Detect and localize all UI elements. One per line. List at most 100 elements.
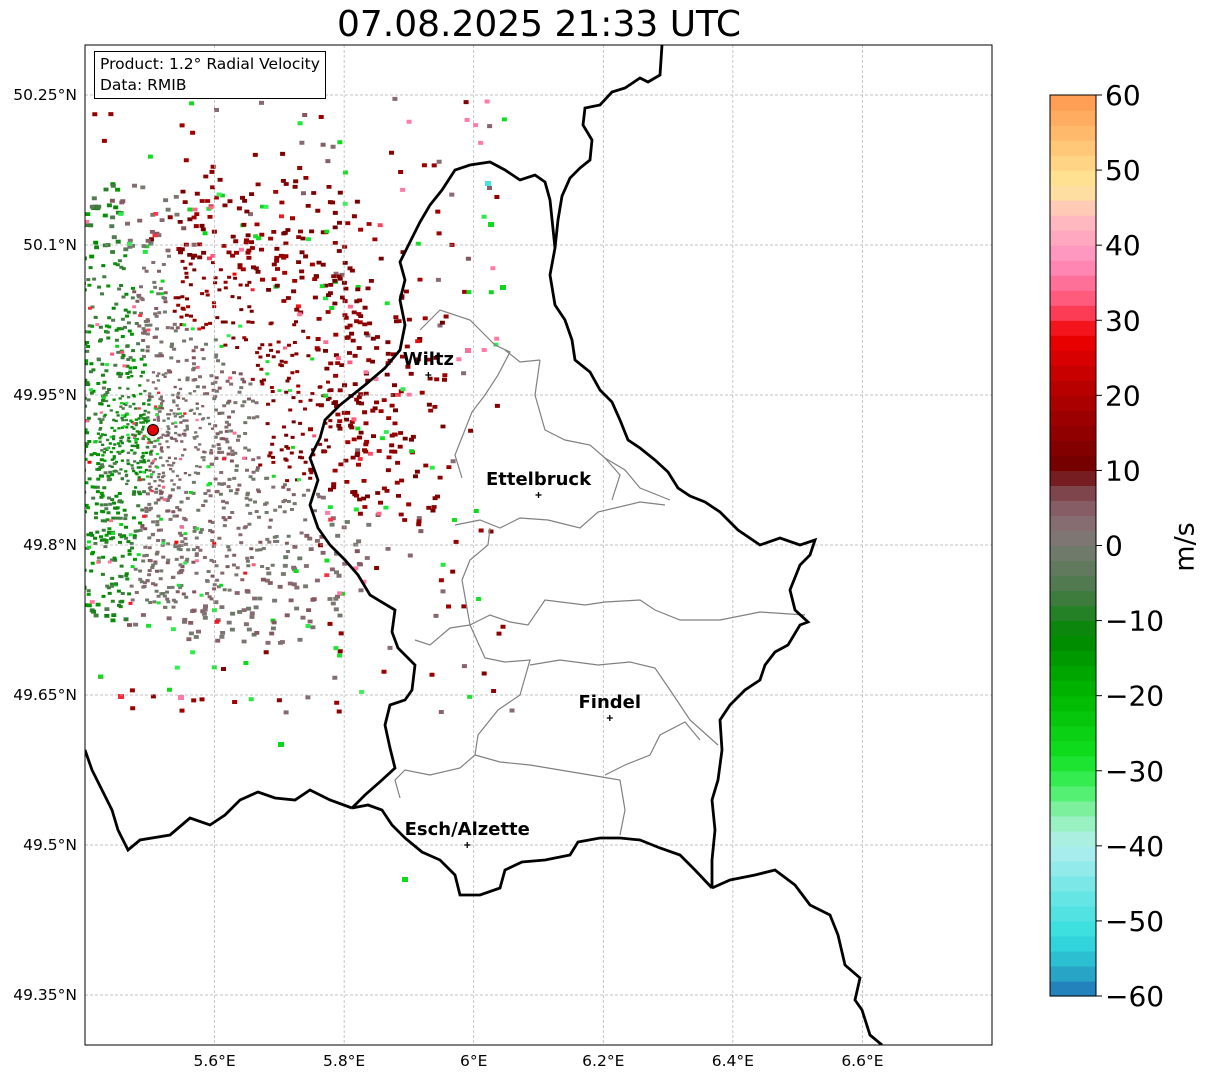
colorbar-swatch xyxy=(1050,800,1096,817)
echo-bins xyxy=(0,357,82,458)
colorbar-swatch xyxy=(1050,425,1096,441)
echo-bins xyxy=(190,650,196,655)
echo-bins xyxy=(183,412,187,415)
echo-bins xyxy=(108,235,117,474)
colorbar-swatch xyxy=(1050,965,1096,982)
colorbar-swatch xyxy=(1050,620,1096,637)
echo-bins xyxy=(151,261,422,650)
echo-bins xyxy=(93,265,151,545)
colorbar-swatch xyxy=(1050,470,1096,487)
echo-bins xyxy=(12,302,17,306)
echo-bins xyxy=(132,305,137,309)
echo-bins xyxy=(146,623,152,628)
colorbar-swatch xyxy=(1050,290,1096,306)
lat-tick-label: 50.25°N xyxy=(13,86,77,104)
echo-bins xyxy=(32,346,36,349)
echo-bins xyxy=(126,344,224,416)
echo-bins xyxy=(150,489,154,493)
echo-bins xyxy=(138,478,143,481)
colorbar-swatch xyxy=(1050,260,1096,276)
echo-bins xyxy=(415,339,421,344)
echo-bins xyxy=(48,440,52,443)
colorbar-swatch xyxy=(1050,785,1096,802)
echo-bins xyxy=(87,229,330,544)
colorbar-swatch xyxy=(1050,320,1096,336)
echo-bins xyxy=(244,151,438,502)
colorbar-swatch xyxy=(1050,515,1096,532)
echo-bins xyxy=(140,318,242,621)
colorbar-swatch xyxy=(1050,380,1096,396)
echo-bins xyxy=(155,413,159,417)
echo-bins xyxy=(120,199,325,582)
echo-bins xyxy=(208,205,214,210)
echo-bins xyxy=(127,195,308,635)
echo-bins xyxy=(126,433,130,436)
echo-bins xyxy=(89,205,141,593)
echo-bins xyxy=(329,567,335,572)
echo-bins xyxy=(216,192,222,197)
longitude-tick-labels: 5.6°E 5.8°E 6°E 6.2°E 6.4°E 6.6°E xyxy=(193,1052,883,1070)
echo-bins xyxy=(96,462,128,598)
echo-bins xyxy=(277,389,282,393)
echo-bins xyxy=(140,185,339,601)
echo-bins xyxy=(180,169,437,510)
echo-bins xyxy=(27,304,31,307)
colorbar-swatch xyxy=(1050,815,1096,832)
colorbar-swatch xyxy=(1050,710,1096,727)
gridlines xyxy=(85,45,992,1045)
echo-bins xyxy=(323,340,329,344)
colorbar-swatch xyxy=(1050,770,1096,787)
echo-bins xyxy=(87,305,141,520)
colorbar-swatch xyxy=(1050,305,1096,321)
map-frame xyxy=(84,44,993,1046)
echo-bins xyxy=(132,422,136,425)
colorbar-swatch xyxy=(1050,650,1096,667)
echo-bins xyxy=(207,256,212,261)
canton-boundary xyxy=(419,309,511,479)
echo-bins xyxy=(95,393,152,553)
canton-boundary xyxy=(474,754,626,836)
velocity-colorbar: 60 50 40 30 20 10 0 −10 −20 −30 −40 −50 −60 xyxy=(1049,79,1164,1013)
echo-bins xyxy=(167,431,199,438)
echo-bins xyxy=(119,423,138,550)
echo-bins xyxy=(112,431,145,512)
colorbar-swatch xyxy=(1050,875,1096,892)
borders xyxy=(85,45,883,1045)
echo-bins xyxy=(357,457,363,461)
echo-bins xyxy=(137,407,141,410)
map-title: 07.08.2025 21:33 UTC xyxy=(336,4,742,45)
lat-tick-label: 49.95°N xyxy=(13,386,77,404)
echo-bins xyxy=(20,464,24,467)
latitude-tick-labels: 50.25°N 50.1°N 49.95°N 49.8°N 49.65°N 49.5°N 4… xyxy=(13,86,77,1004)
echo-bins xyxy=(153,212,159,216)
colorbar-unit-label-box: m/s xyxy=(1170,522,1201,572)
city-label: Findel xyxy=(578,692,641,713)
lon-tick-label: 6.4°E xyxy=(712,1052,754,1070)
city-wiltz: Wiltz xyxy=(403,349,454,378)
echo-bins xyxy=(202,231,208,236)
colorbar-swatch xyxy=(1050,680,1096,697)
echo-bins xyxy=(335,356,341,361)
echo-bins xyxy=(282,346,287,350)
echo-bins xyxy=(324,573,330,578)
echo-bins xyxy=(80,449,84,452)
colorbar-swatch xyxy=(1050,95,1096,111)
echo-bins xyxy=(238,247,244,252)
echo-bins xyxy=(182,323,187,327)
colorbar-swatch xyxy=(1050,110,1096,126)
echo-bins xyxy=(157,391,161,394)
colorbar-swatch xyxy=(1050,890,1096,907)
colorbar-swatch xyxy=(1050,365,1096,381)
echo-bins xyxy=(175,456,424,594)
echo-bins xyxy=(114,506,119,510)
colorbar-tick-label: 10 xyxy=(1105,454,1141,487)
colorbar-swatch xyxy=(1050,755,1096,772)
echo-bins xyxy=(146,328,151,332)
echo-bins xyxy=(180,189,367,501)
colorbar-swatch xyxy=(1050,695,1096,712)
echo-bins xyxy=(144,117,507,410)
echo-bins xyxy=(107,560,112,564)
echo-bins xyxy=(189,101,494,882)
echo-bins xyxy=(149,450,226,520)
echo-bins xyxy=(263,204,269,209)
